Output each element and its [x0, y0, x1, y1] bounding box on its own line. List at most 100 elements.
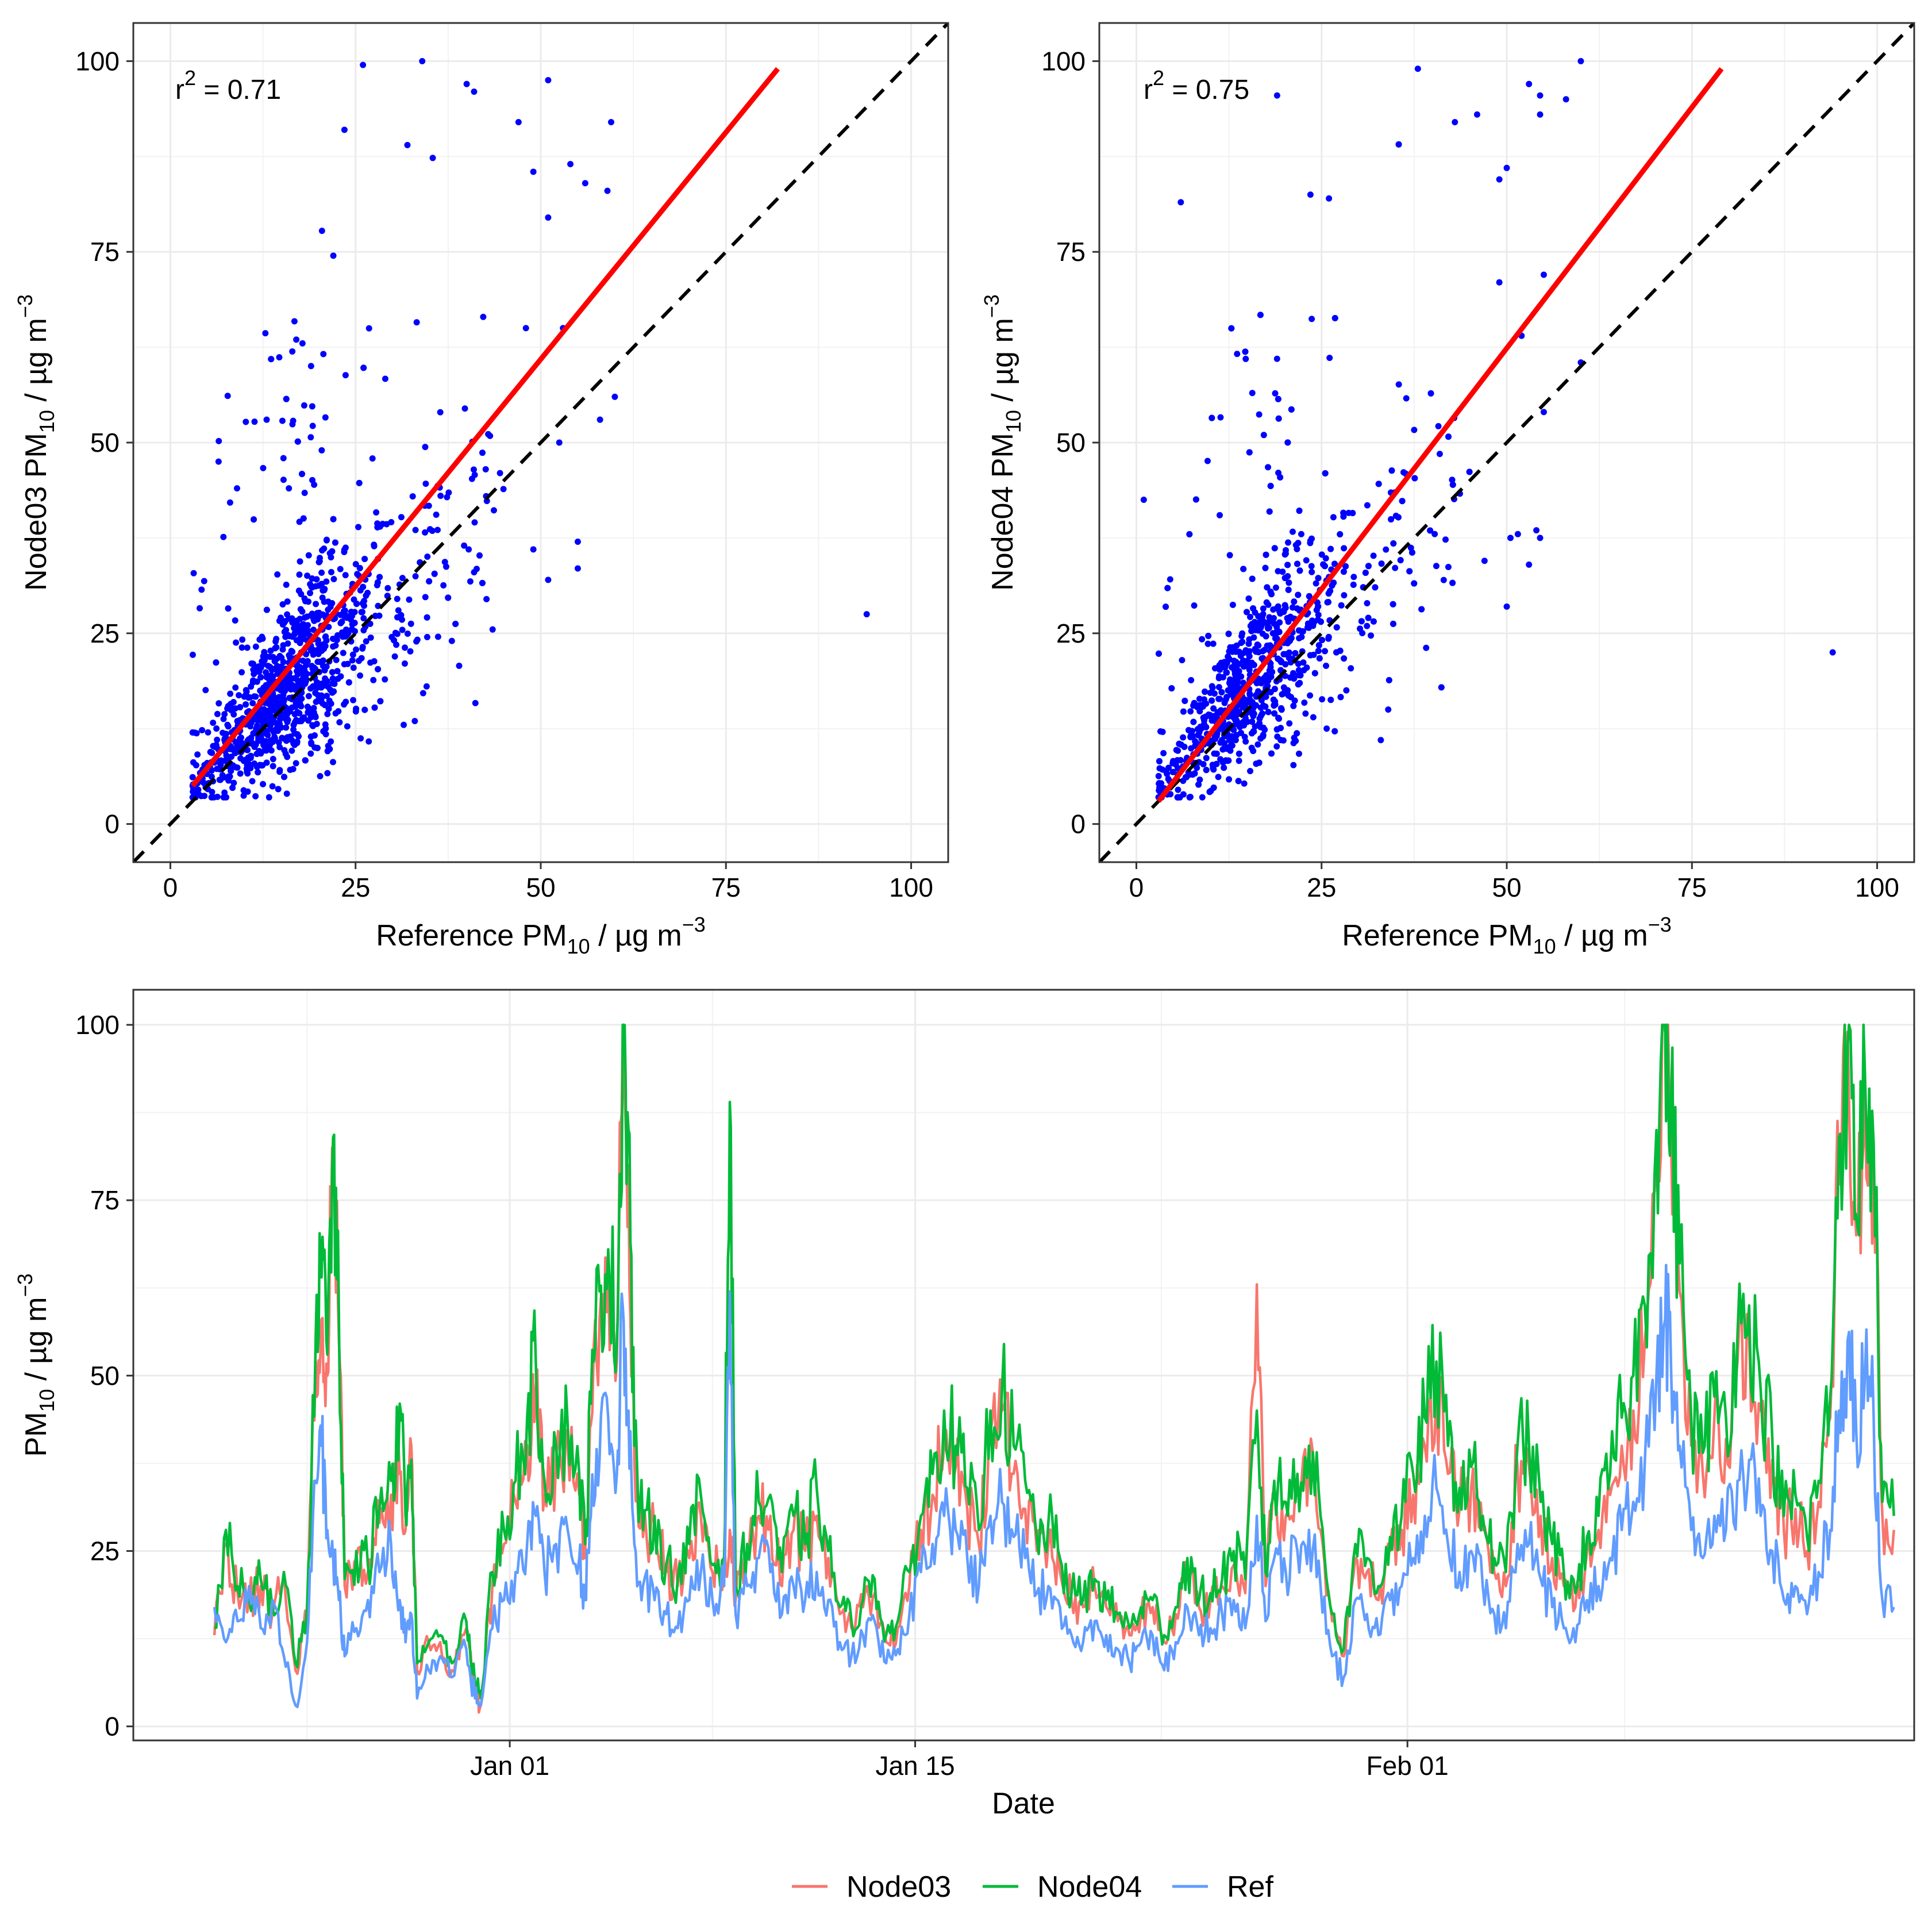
data-point: [1300, 659, 1307, 666]
data-point: [1341, 655, 1348, 662]
data-point: [1176, 794, 1183, 801]
data-point: [310, 683, 317, 690]
data-point: [210, 719, 217, 726]
x-tick-label: Jan 15: [875, 1751, 955, 1781]
data-point: [301, 490, 308, 497]
data-point: [201, 578, 207, 585]
data-point: [1356, 625, 1363, 632]
data-point: [214, 710, 221, 717]
data-point: [470, 466, 477, 473]
marks: [1099, 23, 1914, 862]
data-point: [1449, 476, 1456, 483]
data-point: [311, 712, 318, 719]
data-point: [1234, 661, 1241, 668]
data-point: [232, 617, 238, 624]
data-point: [341, 548, 348, 555]
data-point: [1264, 624, 1271, 631]
data-point: [392, 629, 399, 636]
data-point: [1289, 528, 1296, 535]
data-point: [318, 447, 325, 453]
data-point: [234, 718, 241, 725]
data-point: [252, 741, 259, 748]
data-point: [305, 717, 312, 724]
data-point: [1244, 658, 1251, 664]
data-point: [1267, 482, 1274, 489]
data-point: [1315, 648, 1322, 655]
data-point: [479, 449, 486, 456]
data-point: [1431, 531, 1438, 537]
data-point: [318, 569, 325, 576]
data-point: [274, 663, 280, 670]
data-point: [255, 769, 261, 776]
data-point: [1268, 673, 1275, 680]
data-point: [1433, 563, 1440, 570]
data-point: [299, 340, 306, 347]
data-point: [1225, 631, 1232, 637]
y-tick-label: 75: [90, 1185, 120, 1215]
data-point: [434, 633, 441, 640]
data-point: [1378, 560, 1385, 567]
data-point: [1290, 762, 1297, 768]
data-point: [1392, 564, 1399, 571]
data-point: [1230, 713, 1237, 720]
data-point: [364, 590, 371, 597]
data-point: [607, 119, 614, 126]
data-point: [373, 509, 380, 516]
data-point: [1205, 632, 1212, 639]
data-point: [425, 502, 432, 509]
x-tick-label: 50: [1492, 873, 1521, 902]
data-point: [335, 708, 342, 715]
data-point: [448, 637, 455, 644]
data-point: [1295, 660, 1302, 667]
data-point: [1302, 710, 1309, 717]
data-point: [1259, 710, 1266, 717]
data-point: [239, 740, 246, 747]
data-point: [1256, 759, 1263, 766]
data-point: [1233, 732, 1240, 739]
data-point: [1230, 689, 1237, 695]
data-point: [515, 119, 522, 126]
data-point: [372, 613, 379, 620]
data-point: [314, 637, 321, 644]
data-point: [1473, 111, 1480, 118]
data-point: [1271, 545, 1278, 552]
data-point: [281, 774, 288, 781]
data-point: [1255, 649, 1262, 656]
data-point: [1310, 714, 1317, 721]
data-point: [244, 768, 251, 775]
data-point: [1249, 718, 1256, 725]
data-point: [234, 744, 241, 751]
data-point: [233, 485, 240, 492]
data-point: [1187, 708, 1194, 715]
data-point: [401, 660, 408, 667]
data-point: [228, 767, 234, 774]
data-point: [324, 770, 331, 777]
data-point: [422, 444, 429, 451]
data-point: [293, 717, 300, 724]
data-point: [377, 698, 384, 705]
data-point: [1325, 635, 1332, 642]
data-point: [1306, 593, 1313, 599]
data-point: [1191, 700, 1198, 706]
data-point: [294, 438, 301, 445]
data-point: [353, 705, 360, 712]
data-point: [411, 717, 418, 724]
data-point: [1230, 658, 1237, 664]
data-point: [1313, 580, 1319, 587]
data-point: [263, 606, 270, 613]
data-point: [1481, 558, 1488, 564]
data-point: [267, 654, 274, 660]
data-point: [268, 356, 275, 363]
data-point: [476, 552, 483, 559]
data-point: [1156, 780, 1163, 787]
data-point: [236, 692, 243, 699]
data-point: [254, 668, 261, 675]
data-point: [413, 319, 420, 326]
data-point: [1249, 390, 1256, 397]
data-point: [229, 705, 236, 712]
data-point: [1829, 649, 1836, 656]
data-point: [1286, 579, 1292, 586]
data-point: [394, 595, 401, 602]
data-point: [1213, 750, 1220, 757]
data-point: [288, 648, 295, 655]
